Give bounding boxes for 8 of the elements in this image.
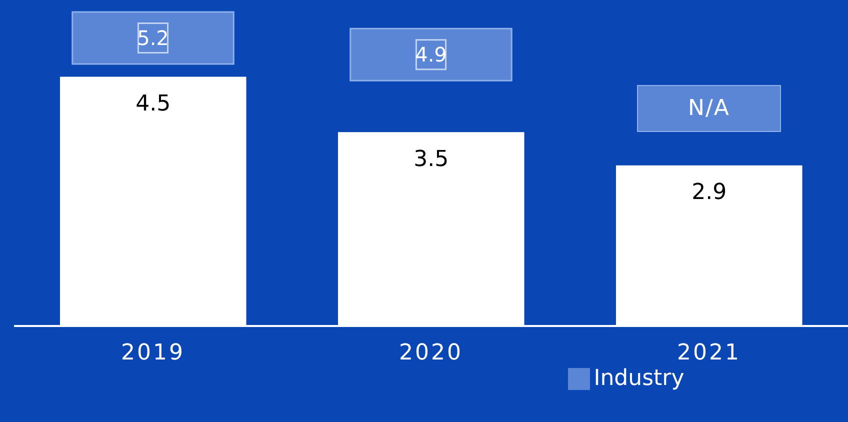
x-tick-label: 2020 bbox=[399, 340, 463, 366]
x-tick-label: 2019 bbox=[121, 340, 185, 366]
data-label: 4.5 bbox=[136, 91, 171, 116]
data-label: 3.5 bbox=[414, 146, 449, 172]
x-tick-label: 2021 bbox=[677, 340, 741, 366]
legend-label: Industry bbox=[594, 366, 684, 391]
data-label: 2.9 bbox=[692, 180, 727, 206]
annotation: N/A bbox=[688, 96, 730, 121]
